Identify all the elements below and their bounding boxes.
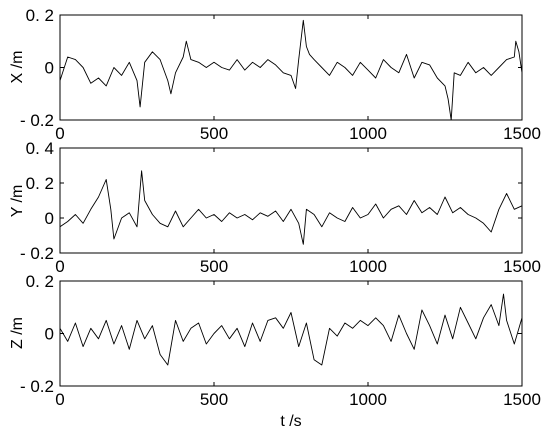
x-tick-label: 500 [200, 390, 228, 409]
tick-label-group: 0 500 1000 1500- 0.200. 20. 4 [20, 139, 541, 276]
x-axis-label: t /s [280, 413, 301, 430]
subplot-z: 0 500 1000 1500- 0.200. 2 Z /m t /s [9, 272, 541, 430]
y-axis-label: X /m [9, 51, 26, 84]
x-tick-label: 500 [200, 257, 228, 276]
series-layer [59, 19, 523, 121]
y-tick-label: 0 [45, 209, 54, 228]
series-layer [59, 293, 523, 366]
y-tick-label: 0. 2 [26, 6, 54, 25]
x-tick-label: 1500 [503, 124, 541, 143]
x-tick-label: 0 [55, 124, 64, 143]
series-line [59, 19, 523, 121]
y-tick-label: 0 [45, 59, 54, 78]
x-tick-label: 1000 [349, 124, 387, 143]
y-axis-label: Z /m [9, 317, 26, 349]
y-tick-label: - 0.2 [20, 377, 54, 396]
x-tick-label: 1500 [503, 257, 541, 276]
plot-frame [59, 14, 523, 121]
tick-label-group: 0 500 1000 1500- 0.200. 2 [20, 6, 541, 143]
x-tick-label: 0 [55, 390, 64, 409]
tick-group [59, 147, 523, 254]
x-tick-label: 1000 [349, 390, 387, 409]
y-tick-label: 0 [45, 325, 54, 344]
plot-frame [59, 280, 523, 387]
x-tick-label: 1500 [503, 390, 541, 409]
tick-label-group: 0 500 1000 1500- 0.200. 2 [20, 272, 541, 409]
y-tick-label: 0. 2 [26, 174, 54, 193]
y-tick-label: - 0.2 [20, 111, 54, 130]
x-tick-label: 1000 [349, 257, 387, 276]
y-tick-label: 0. 2 [26, 272, 54, 291]
subplot-y: 0 500 1000 1500- 0.200. 20. 4 Y /m [9, 139, 541, 276]
y-tick-label: 0. 4 [26, 139, 54, 158]
series-line [59, 293, 523, 366]
x-tick-label: 0 [55, 257, 64, 276]
tick-group [59, 280, 523, 387]
x-tick-label: 500 [200, 124, 228, 143]
subplot-x: 0 500 1000 1500- 0.200. 2 X /m [9, 6, 541, 143]
y-tick-label: - 0.2 [20, 244, 54, 263]
y-axis-label: Y /m [9, 185, 26, 218]
series-line [59, 170, 523, 245]
series-layer [59, 170, 523, 245]
tick-group [59, 14, 523, 121]
plot-frame [59, 147, 523, 254]
